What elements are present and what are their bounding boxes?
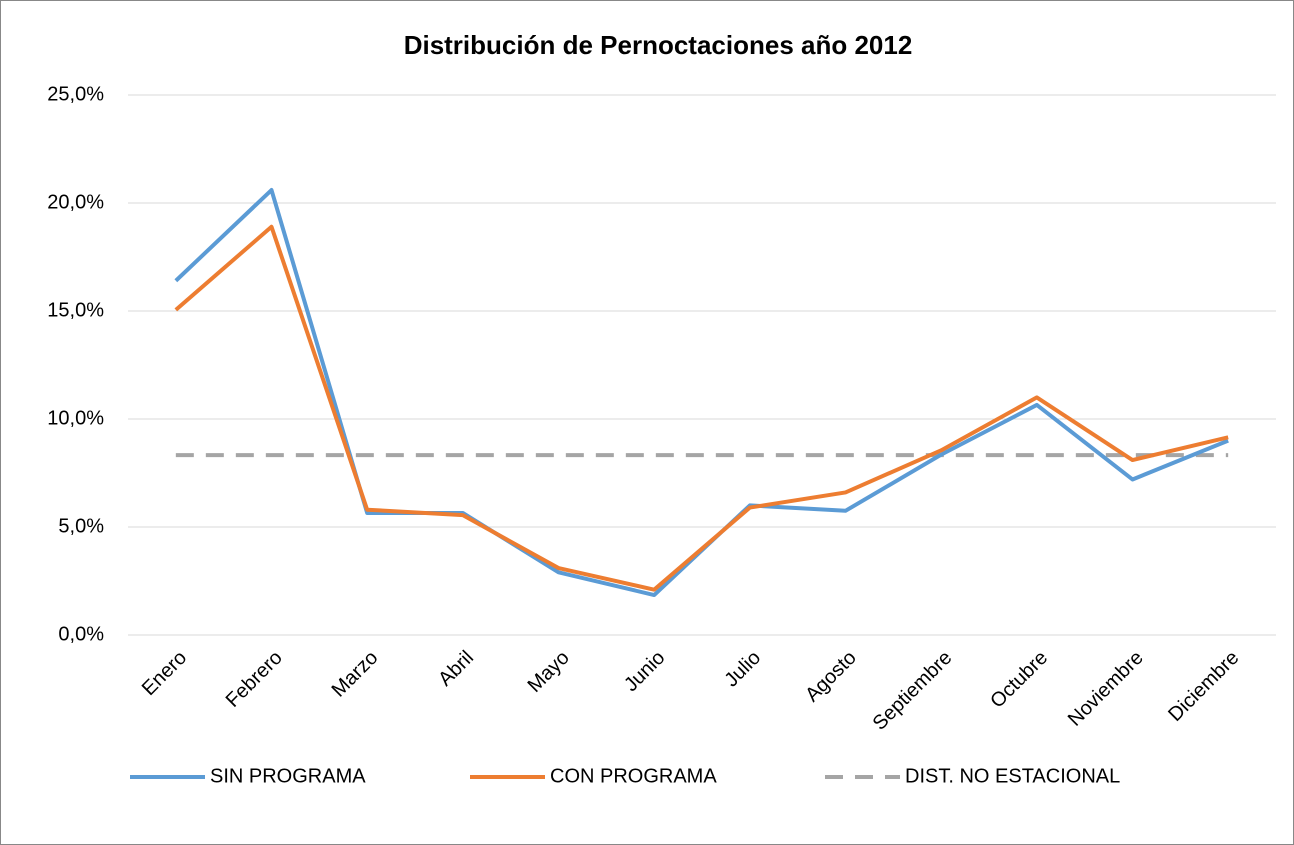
series-line	[174, 224, 1229, 592]
chart-title: Distribución de Pernoctaciones año 2012	[404, 30, 913, 60]
y-tick-label: 20,0%	[47, 191, 104, 213]
y-tick-label: 0,0%	[58, 623, 104, 645]
legend-label: CON PROGRAMA	[550, 765, 717, 787]
y-tick-label: 15,0%	[47, 299, 104, 321]
y-tick-label: 5,0%	[58, 515, 104, 537]
legend-label: SIN PROGRAMA	[210, 765, 366, 787]
legend-label: DIST. NO ESTACIONAL	[905, 765, 1120, 787]
y-tick-label: 25,0%	[47, 83, 104, 105]
y-tick-label: 10,0%	[47, 407, 104, 429]
